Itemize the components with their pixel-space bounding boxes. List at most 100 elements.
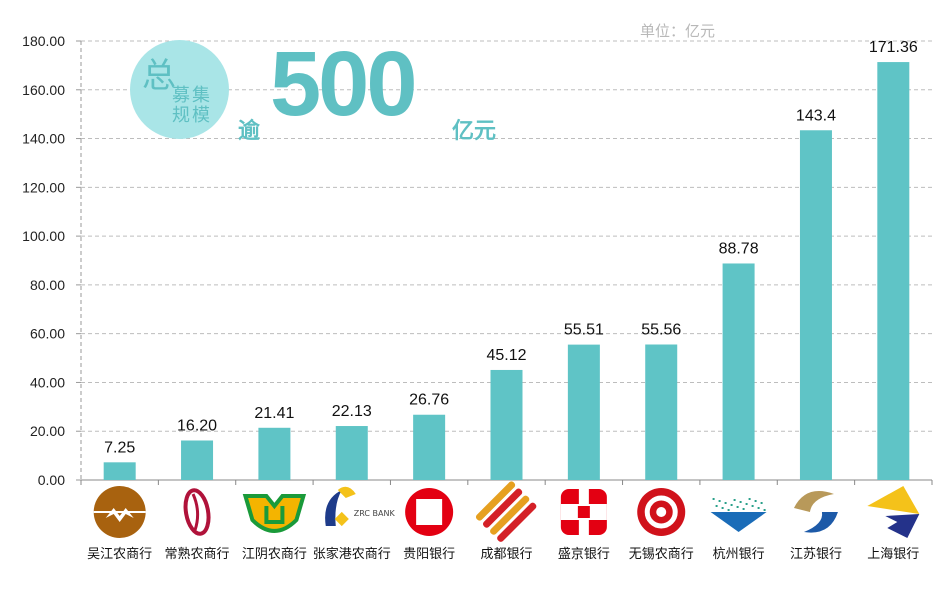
- logo-shape: [105, 508, 134, 522]
- logo-jiangyin-icon: [242, 494, 307, 533]
- logo-shengjing-icon: [560, 489, 607, 535]
- logo-shape: [724, 502, 727, 504]
- logo-shape: [712, 498, 715, 500]
- category-label: 吴江农商行: [87, 547, 153, 562]
- logo-shape: [490, 495, 530, 535]
- logo-shanghai-icon: [867, 486, 920, 538]
- category-label: 江阴农商行: [241, 547, 307, 562]
- y-tick-label: 40.00: [30, 374, 65, 390]
- logo-shape: [242, 494, 307, 533]
- logo-shape: [710, 512, 767, 532]
- y-tick-label: 20.00: [30, 423, 65, 439]
- bar: [413, 414, 446, 480]
- logo-shape: [736, 506, 739, 508]
- logo-shape: [730, 504, 733, 506]
- y-tick-label: 100.00: [22, 228, 65, 244]
- headline-yu: 逾: [238, 119, 261, 144]
- category-label: 江苏银行: [789, 547, 842, 562]
- y-tick-label: 80.00: [30, 277, 65, 293]
- bar: [799, 130, 832, 480]
- logo-shape: [885, 514, 920, 538]
- logo-shape: [727, 509, 730, 511]
- logo-jiangsu-icon: [793, 491, 838, 533]
- data-label: 7.25: [104, 439, 135, 456]
- logo-shape: [742, 508, 745, 510]
- y-tick-label: 60.00: [30, 326, 65, 342]
- logo-shape: [733, 499, 736, 501]
- logo-shape: [264, 506, 285, 524]
- logo-shape: [183, 488, 211, 536]
- data-label: 55.56: [641, 321, 681, 338]
- logo-shape: [793, 491, 834, 512]
- headline-number: 500: [270, 33, 417, 135]
- y-tick-label: 0.00: [38, 472, 65, 488]
- data-label: 55.51: [564, 322, 604, 339]
- headline-badge: [130, 40, 229, 139]
- logo-shape: [191, 493, 200, 531]
- category-label: 盛京银行: [557, 547, 610, 562]
- bar: [722, 263, 755, 480]
- bar: [103, 462, 136, 480]
- logo-shape: [745, 503, 748, 505]
- bar: [567, 344, 600, 480]
- logo-shape: [751, 505, 754, 507]
- data-label: 21.41: [254, 405, 294, 422]
- y-tick-label: 140.00: [22, 131, 65, 147]
- logo-shape: [325, 490, 342, 526]
- bar: [335, 426, 368, 480]
- logo-shape: [867, 486, 920, 514]
- data-label: 26.76: [409, 392, 449, 409]
- logo-shape: [763, 509, 766, 511]
- logo-shape: [748, 498, 751, 500]
- y-tick-label: 120.00: [22, 179, 65, 195]
- logo-changshu-icon: [183, 488, 211, 536]
- zrc-logo-text: ZRC BANK: [354, 509, 396, 518]
- bar: [258, 427, 291, 480]
- logo-shape: [739, 501, 742, 503]
- category-label: 成都银行: [480, 547, 533, 562]
- category-label: 上海银行: [867, 547, 920, 562]
- logo-wujiang-icon: [93, 486, 146, 538]
- headline-unit: 亿元: [452, 119, 497, 144]
- data-label: 171.36: [869, 39, 918, 56]
- logo-hangzhou-icon: [710, 498, 767, 532]
- category-label: 常熟农商行: [164, 547, 230, 562]
- unit-label: 单位：亿元: [640, 22, 716, 40]
- logo-chengdu-icon: [475, 481, 537, 542]
- logo-shape: [497, 502, 537, 542]
- logo-shape: [721, 507, 724, 509]
- data-label: 22.13: [332, 403, 372, 420]
- logo-shape: [656, 507, 667, 517]
- logo-shape: [475, 481, 516, 521]
- data-label: 143.4: [796, 107, 836, 124]
- data-label: 45.12: [486, 347, 526, 364]
- category-label: 贵阳银行: [403, 547, 456, 562]
- bar: [181, 440, 214, 480]
- y-tick-label: 180.00: [22, 33, 65, 49]
- logo-shape: [644, 495, 678, 529]
- logo-wuxi-icon: [637, 488, 686, 536]
- logo-shape: [482, 488, 523, 528]
- logo-shape: [757, 507, 760, 509]
- logo-shape: [337, 486, 356, 498]
- logo-shape: [416, 499, 443, 525]
- category-label: 无锡农商行: [628, 547, 694, 562]
- category-label: 杭州银行: [712, 547, 765, 562]
- logo-zrc-bank-icon: ZRC BANK: [325, 486, 396, 527]
- bar: [877, 62, 910, 481]
- bar: [490, 369, 523, 480]
- bar: [645, 344, 678, 480]
- logo-shape: [715, 505, 718, 507]
- headline-zong: 总: [142, 56, 176, 96]
- logo-shape: [754, 500, 757, 502]
- data-label: 88.78: [719, 240, 759, 257]
- y-tick-label: 160.00: [22, 82, 65, 98]
- logo-shape: [577, 506, 590, 518]
- category-label: 张家港农商行: [312, 547, 391, 562]
- data-label: 16.20: [177, 417, 217, 434]
- logo-shape: [803, 512, 838, 533]
- logo-guiyang-icon: [405, 488, 454, 536]
- logo-shape: [718, 500, 721, 502]
- logo-shape: [334, 511, 349, 527]
